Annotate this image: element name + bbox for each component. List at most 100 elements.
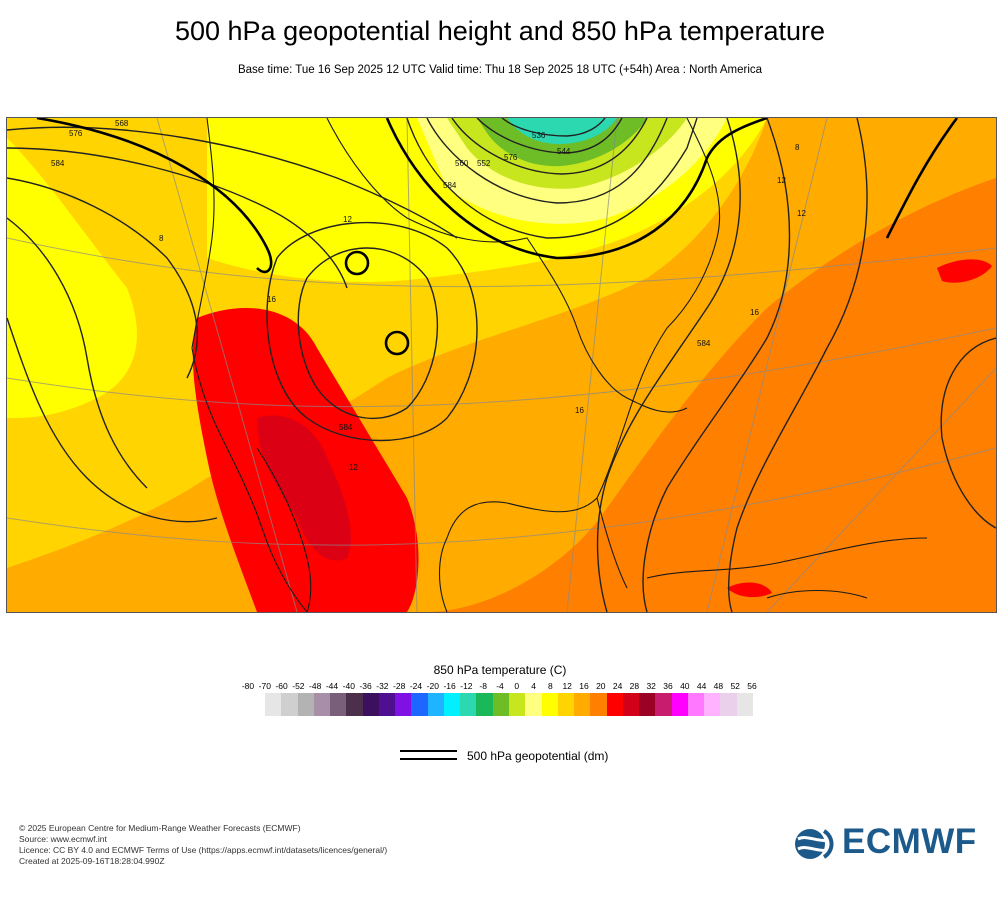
legend-title: 850 hPa temperature (C)	[433, 663, 567, 677]
colorbar-swatch	[606, 693, 623, 716]
footer: © 2025 European Centre for Medium-Range …	[19, 823, 387, 867]
colorbar-swatch	[508, 693, 526, 716]
graticule	[7, 118, 996, 612]
colorbar-tick-label: 40	[680, 681, 690, 691]
legend-ticks: -80 -70 -60 -52 -48 -44 -40 -36 -32 -28 -24 -20 -16-…	[0, 681, 1000, 693]
colorbar-swatch	[492, 693, 509, 716]
colorbar-swatch	[541, 693, 558, 716]
colorbar-tick-label: 28	[629, 681, 640, 691]
contour-label: 584	[443, 181, 457, 190]
colorbar-tick-label: 12	[562, 681, 572, 691]
contour-legend: 500 hPa geopotential (dm)	[400, 746, 700, 766]
colorbar-tick-label: -8	[479, 681, 487, 691]
colorbar-swatch	[525, 693, 542, 716]
colorbar-swatch	[574, 693, 591, 716]
map-canvas: 568 576 584 560 552 544 536 584 576 584 …	[7, 118, 996, 612]
colorbar-swatch	[590, 693, 607, 716]
chart-title: 500 hPa geopotential height and 850 hPa …	[174, 16, 825, 46]
colorbar-swatch	[362, 693, 379, 716]
colorbar-tick-label: -24	[409, 681, 423, 691]
contour-label: 16	[575, 406, 584, 415]
colorbar-swatch	[443, 693, 461, 716]
colorbar-tick-label: -12	[460, 681, 473, 691]
colorbar-swatch	[622, 693, 640, 716]
colorbar-tick-label: -28	[393, 681, 406, 691]
colorbar-swatch	[687, 693, 705, 716]
contour-label: 576	[504, 153, 518, 162]
contour-label: 560	[455, 159, 469, 168]
colorbar-tick-label: 4	[531, 681, 536, 691]
colorbar-swatch	[639, 693, 656, 716]
colorbar-swatch	[557, 693, 575, 716]
colorbar-swatch	[411, 693, 428, 716]
colorbar-tick-label: 52	[730, 681, 740, 691]
colorbar-tick-label: -80	[241, 681, 255, 691]
colorbar-swatch	[313, 693, 331, 716]
colorbar-swatch	[720, 693, 737, 716]
licence-line: Licence: CC BY 4.0 and ECMWF Terms of Us…	[19, 845, 388, 855]
contour-label: 16	[267, 295, 276, 304]
colorbar-tick-label: 8	[548, 681, 553, 691]
colorbar-swatch	[395, 693, 412, 716]
colorbar-tick-label: -48	[309, 681, 322, 691]
colorbar-swatch	[265, 693, 282, 716]
colorbar-tick-label: -16	[443, 681, 456, 691]
colorbar-tick-label: 44	[696, 681, 707, 691]
contour-label-group: 568 576 584 560 552 544 536 584 576 584 …	[51, 119, 806, 472]
contour-label: 8	[795, 143, 800, 152]
colorbar-swatch	[736, 693, 753, 716]
contour-label: 12	[349, 463, 358, 472]
bold-contours	[36, 118, 959, 356]
ecmwf-logo: ECMWF	[794, 822, 984, 862]
colorbar-tick-label: 56	[747, 681, 757, 691]
contour-label: 8	[159, 234, 164, 243]
colorbar-tick-label: -40	[342, 681, 355, 691]
colorbar-tick-label: 48	[713, 681, 724, 691]
hot-caribbean	[727, 582, 772, 598]
colorbar-tick-label: 32	[646, 681, 656, 691]
coastlines	[191, 118, 928, 612]
contour-label: 536	[532, 131, 546, 140]
source-line: Source: www.ecmwf.int	[19, 834, 107, 844]
colorbar-tick-label: -36	[359, 681, 372, 691]
forecast-map: 568 576 584 560 552 544 536 584 576 584 …	[6, 117, 997, 613]
colorbar-tick-label: 0	[514, 681, 520, 691]
yellow-pacific	[7, 138, 137, 418]
colorbar-swatch	[427, 693, 444, 716]
contour-legend-label: 500 hPa geopotential (dm)	[467, 749, 609, 763]
colorbar-swatch	[346, 693, 363, 716]
colorbar-tick-label: -44	[325, 681, 339, 691]
cold-core	[507, 118, 617, 145]
contour-label: 16	[750, 308, 759, 317]
colorbar-tick-label: -52	[292, 681, 305, 691]
ecmwf-logo-text: ECMWF	[842, 822, 977, 861]
contour-label: 12	[797, 209, 806, 218]
temperature-colorbar	[265, 693, 753, 716]
contour-label: 584	[51, 159, 65, 168]
hot-atlantic	[937, 259, 992, 283]
contour-label: 584	[697, 339, 711, 348]
colorbar-swatch	[671, 693, 688, 716]
colorbar-swatch	[378, 693, 396, 716]
contour-label: 584	[339, 423, 353, 432]
geopotential-contours	[7, 118, 996, 612]
colorbar-swatch	[655, 693, 672, 716]
copyright-line: © 2025 European Centre for Medium-Range …	[19, 823, 301, 833]
created-line: Created at 2025-09-16T18:28:04.990Z	[19, 856, 165, 866]
colorbar-swatch	[704, 693, 721, 716]
colorbar-swatch	[460, 693, 477, 716]
colorbar-tick-label: -70	[258, 681, 271, 691]
contour-label: 568	[115, 119, 129, 128]
colorbar-tick-label: -20	[426, 681, 439, 691]
contour-label: 544	[557, 147, 571, 156]
contour-label: 576	[69, 129, 83, 138]
colorbar-swatch	[297, 693, 314, 716]
colorbar-tick-label: -4	[496, 681, 504, 691]
contour-label: 12	[343, 215, 352, 224]
colorbar-tick-label: 20	[596, 681, 606, 691]
contour-label: 12	[777, 176, 786, 185]
colorbar-tick-label: -32	[376, 681, 389, 691]
ecmwf-logo-icon	[795, 829, 835, 859]
hot-core	[257, 415, 351, 561]
colorbar-swatch	[281, 693, 298, 716]
